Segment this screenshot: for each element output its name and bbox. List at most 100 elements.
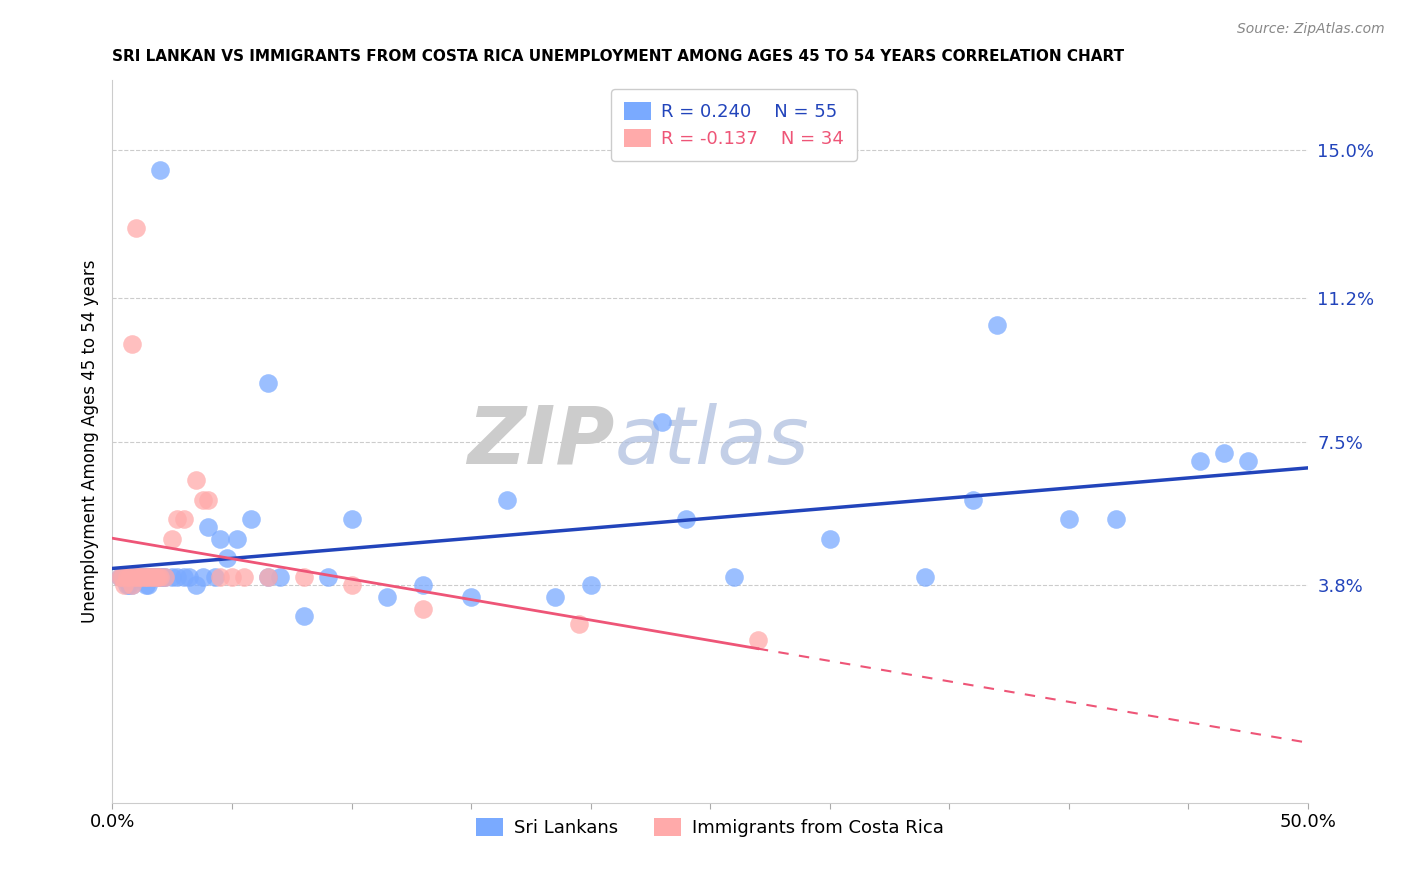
Point: [221, 570, 243, 584]
Point: [412, 578, 434, 592]
Point: [209, 570, 232, 584]
Point: [340, 578, 363, 592]
Point: [152, 570, 174, 584]
Point: [142, 570, 165, 584]
Point: [818, 532, 841, 546]
Point: [114, 570, 135, 584]
Point: [125, 220, 148, 235]
Point: [149, 162, 172, 177]
Point: [111, 570, 134, 584]
Point: [173, 512, 195, 526]
Point: [651, 415, 673, 429]
Point: [108, 570, 131, 584]
Point: [118, 570, 141, 584]
Point: [121, 578, 143, 592]
Point: [496, 492, 519, 507]
Point: [257, 570, 280, 584]
Point: [114, 578, 135, 592]
Text: SRI LANKAN VS IMMIGRANTS FROM COSTA RICA UNEMPLOYMENT AMONG AGES 45 TO 54 YEARS : SRI LANKAN VS IMMIGRANTS FROM COSTA RICA…: [112, 49, 1125, 64]
Point: [568, 617, 591, 632]
Point: [197, 492, 219, 507]
Point: [1105, 512, 1128, 526]
Point: [162, 532, 183, 546]
Point: [132, 570, 155, 584]
Point: [177, 570, 200, 584]
Point: [340, 512, 363, 526]
Point: [186, 474, 208, 488]
Point: [209, 532, 232, 546]
Point: [121, 578, 143, 592]
Point: [193, 492, 215, 507]
Point: [149, 570, 172, 584]
Point: [197, 520, 219, 534]
Point: [125, 570, 148, 584]
Point: [217, 551, 239, 566]
Point: [135, 578, 157, 592]
Point: [1057, 512, 1080, 526]
Point: [914, 570, 936, 584]
Point: [1189, 454, 1212, 468]
Point: [122, 570, 145, 584]
Point: [240, 512, 263, 526]
Point: [962, 492, 984, 507]
Point: [128, 570, 150, 584]
Point: [166, 570, 188, 584]
Point: [1213, 446, 1236, 460]
Point: [145, 570, 167, 584]
Point: [121, 570, 143, 584]
Point: [108, 570, 131, 584]
Point: [146, 570, 169, 584]
Point: [412, 601, 434, 615]
Point: [128, 570, 150, 584]
Legend: Sri Lankans, Immigrants from Costa Rica: Sri Lankans, Immigrants from Costa Rica: [468, 811, 952, 845]
Point: [121, 337, 143, 351]
Text: Source: ZipAtlas.com: Source: ZipAtlas.com: [1237, 22, 1385, 37]
Point: [125, 570, 148, 584]
Point: [142, 570, 165, 584]
Point: [166, 512, 188, 526]
Point: [225, 532, 247, 546]
Point: [149, 570, 172, 584]
Point: [122, 570, 145, 584]
Point: [233, 570, 256, 584]
Point: [1237, 454, 1260, 468]
Point: [675, 512, 697, 526]
Point: [129, 570, 152, 584]
Point: [257, 376, 280, 391]
Point: [162, 570, 183, 584]
Point: [460, 590, 482, 604]
Point: [153, 570, 176, 584]
Point: [193, 570, 215, 584]
Point: [139, 570, 162, 584]
Point: [257, 570, 280, 584]
Point: [132, 570, 155, 584]
Point: [186, 578, 208, 592]
Point: [115, 570, 138, 584]
Point: [111, 570, 134, 584]
Point: [292, 609, 315, 624]
Point: [138, 578, 160, 592]
Text: atlas: atlas: [614, 402, 810, 481]
Point: [139, 570, 162, 584]
Point: [153, 570, 176, 584]
Point: [579, 578, 602, 592]
Point: [146, 570, 169, 584]
Point: [129, 570, 152, 584]
Point: [145, 570, 167, 584]
Point: [115, 578, 138, 592]
Point: [377, 590, 399, 604]
Point: [747, 632, 769, 647]
Point: [135, 570, 157, 584]
Point: [316, 570, 339, 584]
Y-axis label: Unemployment Among Ages 45 to 54 years: Unemployment Among Ages 45 to 54 years: [80, 260, 98, 624]
Point: [543, 590, 565, 604]
Text: ZIP: ZIP: [467, 402, 614, 481]
Point: [138, 570, 160, 584]
Point: [292, 570, 315, 584]
Point: [986, 318, 1008, 332]
Point: [138, 570, 160, 584]
Point: [173, 570, 195, 584]
Point: [269, 570, 291, 584]
Point: [723, 570, 745, 584]
Point: [118, 578, 141, 592]
